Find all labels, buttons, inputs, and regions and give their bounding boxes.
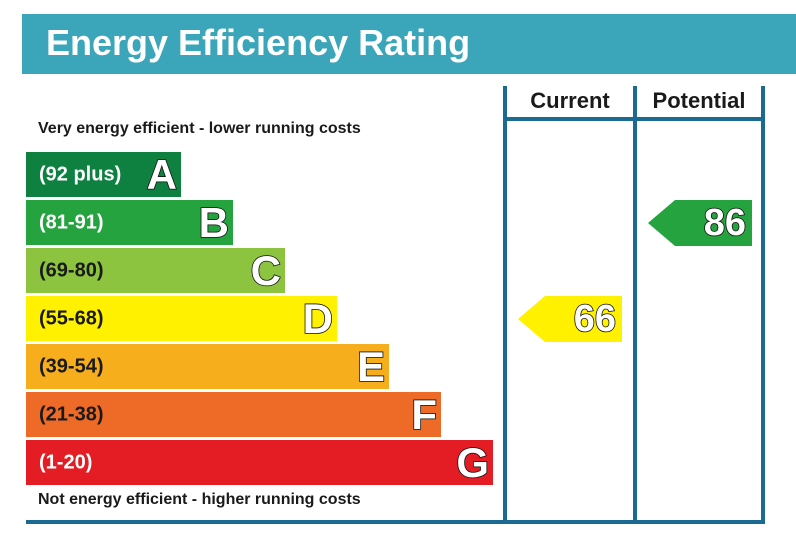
potential-rating-value: 86 [703,201,747,245]
band-letter: B [198,198,230,247]
column-header-current: Current [530,88,610,113]
bottom-rule [26,520,765,524]
band-range-label: (55-68) [39,307,104,329]
caption-very-efficient: Very energy efficient - lower running co… [38,120,361,137]
column-divider-left [503,86,507,524]
band-letter: F [411,390,438,439]
band-range-label: (1-20) [39,451,93,473]
column-header-potential: Potential [652,88,746,113]
current-arrow-shape [518,296,622,342]
rating-band-b: (81-91) B [26,198,233,247]
rating-band-e: (39-54) E [26,342,389,391]
band-range-label: (69-80) [39,259,104,281]
band-letter: C [250,246,282,295]
column-divider-right [761,86,765,524]
column-divider-middle [633,86,637,524]
rating-band-f: (21-38) F [26,390,441,439]
rating-band-g: (1-20) G [26,438,493,487]
current-rating-value: 66 [573,297,617,341]
rating-band-a: (92 plus) A [26,150,181,199]
rating-band-d: (55-68) D [26,294,337,343]
header-rule [503,117,765,121]
band-letter: G [456,438,490,487]
caption-not-efficient: Not energy efficient - higher running co… [38,491,361,508]
band-range-label: (92 plus) [39,163,122,185]
band-range-label: (39-54) [39,355,104,377]
rating-band-c: (69-80) C [26,246,285,295]
band-letter: A [146,150,178,199]
current-rating-arrow: 66 [518,296,622,342]
potential-arrow-shape [648,200,752,246]
band-letter: D [302,294,334,343]
band-range-label: (21-38) [39,403,104,425]
band-letter: E [356,342,386,391]
page-title: Energy Efficiency Rating [46,22,471,63]
band-range-label: (81-91) [39,211,104,233]
potential-rating-arrow: 86 [648,200,752,246]
rating-header: Energy Efficiency Rating [22,14,796,74]
